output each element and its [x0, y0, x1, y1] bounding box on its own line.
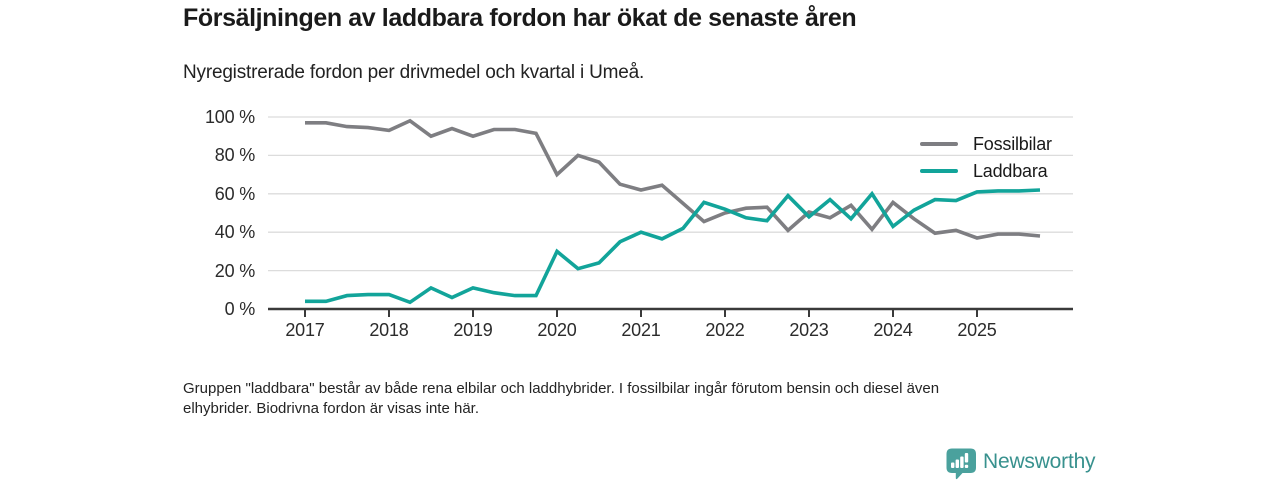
laddbara-line [305, 188, 1041, 305]
newsworthy-wordmark: Newsworthy [983, 450, 1096, 473]
footnote-line-1: Gruppen "laddbara" består av både rena e… [183, 380, 940, 397]
newsworthy-logo: Newsworthy [946, 448, 1096, 480]
y-axis-tick-label: 60 % [214, 183, 255, 204]
x-axis-tick-label: 2024 [873, 320, 913, 340]
chart-footnote: Gruppen "laddbara" består av både rena e… [183, 379, 1083, 418]
x-axis-tick-label: 2023 [789, 320, 829, 340]
x-axis-tick-label: 2018 [369, 320, 409, 340]
laddbara-line-swatch [920, 168, 958, 174]
y-axis-tick-label: 0 % [224, 299, 256, 319]
newsworthy-chart-bubble-icon [946, 448, 976, 480]
x-axis-tick-label: 2022 [705, 320, 745, 340]
legend-label-fossilbilar: Fossilbilar [973, 134, 1052, 154]
x-axis-tick-label: 2020 [537, 320, 577, 340]
y-axis-tick-label: 80 % [214, 145, 255, 166]
series-lines [305, 118, 1041, 305]
x-axis-ticks [304, 310, 978, 317]
fossilbilar-line [305, 118, 1041, 240]
y-axis-tick-label: 40 % [214, 222, 255, 243]
y-axis-tick-label: 20 % [214, 260, 255, 281]
chart-subtitle: Nyregistrerade fordon per drivmedel och … [183, 62, 645, 83]
legend-item-fossilbilar: Fossilbilar [920, 133, 1052, 155]
legend-item-laddbara: Laddbara [920, 160, 1048, 182]
x-axis-tick-label: 2021 [621, 320, 661, 340]
page-title: Försäljningen av laddbara fordon har öka… [183, 4, 857, 32]
legend-label-laddbara: Laddbara [973, 161, 1048, 181]
y-axis-tick-label: 100 % [204, 107, 255, 127]
x-axis-tick-label: 2019 [453, 320, 493, 340]
fossilbilar-line-swatch [920, 141, 958, 147]
x-axis-tick-label: 2025 [957, 320, 997, 340]
footnote-line-2: elhybrider. Biodrivna fordon är visas in… [183, 399, 479, 417]
x-axis-tick-label: 2017 [285, 320, 325, 340]
logo-bars [951, 453, 969, 468]
